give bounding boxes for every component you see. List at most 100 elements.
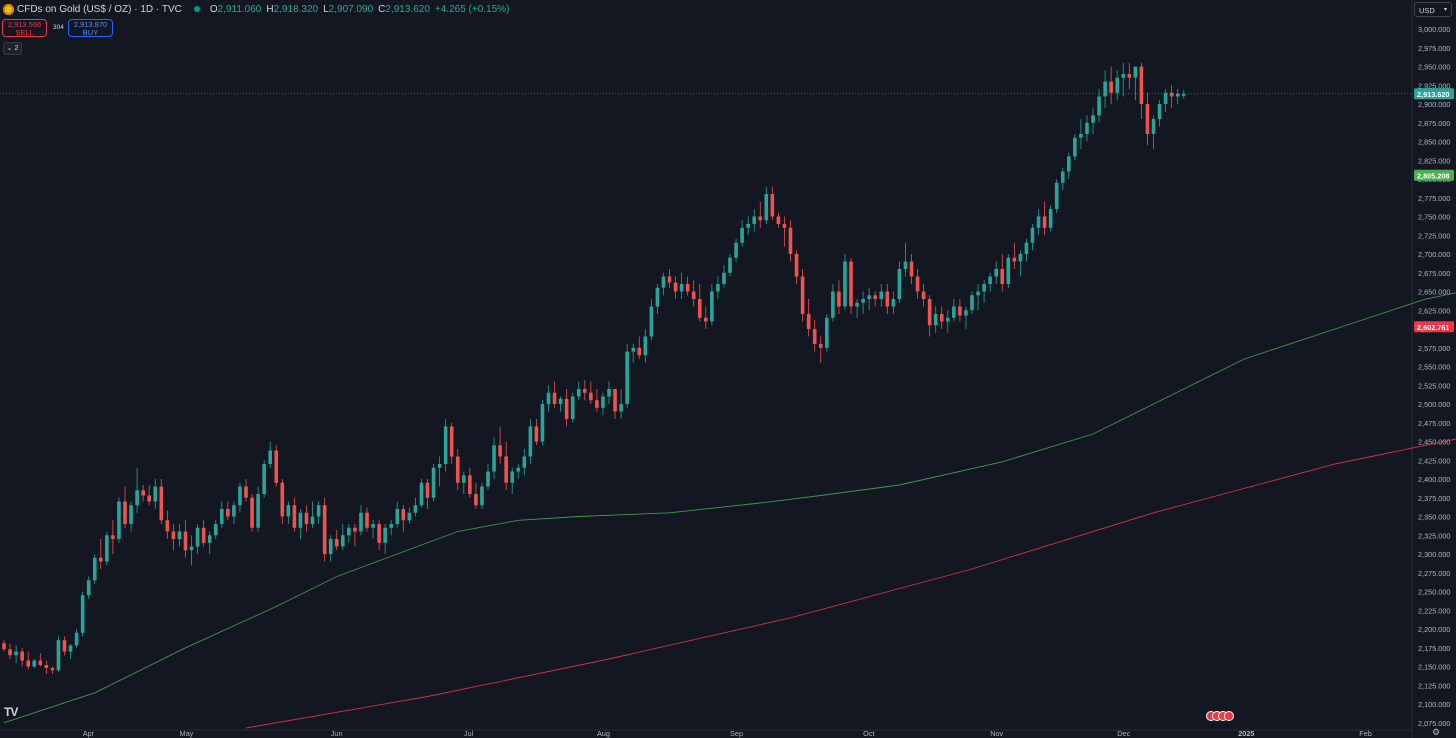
candle-body <box>359 512 363 532</box>
candle-body <box>988 276 992 284</box>
x-tick-label: Oct <box>863 729 874 738</box>
candle-body <box>431 467 436 498</box>
sell-price: 2,913.566 <box>7 20 42 29</box>
candle-body <box>564 398 569 419</box>
x-tick-label: 2025 <box>1238 729 1254 738</box>
settings-icon[interactable]: ⚙ <box>1432 727 1441 737</box>
chevron-down-icon: ▾ <box>1443 7 1447 13</box>
spread-value: 304 <box>53 24 64 31</box>
us-flag-event-icons[interactable] <box>1206 711 1234 721</box>
y-tick-label: 2,525.000 <box>1418 381 1450 390</box>
y-tick-label: 2,950.000 <box>1418 63 1450 72</box>
y-tick-label: 2,450.000 <box>1418 438 1450 447</box>
symbol-title[interactable]: CFDs on Gold (US$ / OZ) · 1D · TVC <box>17 3 182 15</box>
candle-body <box>583 389 587 393</box>
candle-body <box>758 216 763 221</box>
candle-body <box>492 445 496 472</box>
event-flag-icon[interactable] <box>1224 711 1234 721</box>
ma-slow-badge-bg <box>1414 321 1454 333</box>
candle-body <box>782 224 787 228</box>
last-price-badge-bg <box>1414 88 1454 100</box>
candle-body <box>238 486 242 506</box>
y-tick-label: 2,750.000 <box>1418 213 1450 222</box>
candle-body <box>56 640 61 671</box>
x-tick-label: Aug <box>597 729 610 738</box>
y-tick-label: 2,875.000 <box>1418 119 1450 128</box>
candle-body <box>734 242 738 258</box>
candle-body <box>1042 216 1047 228</box>
symbol-header: CFDs on Gold (US$ / OZ) · 1D · TVC O2,91… <box>0 0 509 18</box>
y-tick-label: 3,000.000 <box>1418 25 1450 34</box>
y-tick-label: 2,975.000 <box>1418 44 1450 53</box>
currency-select[interactable]: USD ▾ <box>1414 2 1452 17</box>
candle-body <box>952 306 956 318</box>
y-tick-label: 2,100.000 <box>1418 700 1450 709</box>
candle-body <box>1091 115 1095 123</box>
buy-price: 2,913.870 <box>73 20 108 29</box>
candle-body <box>268 450 272 464</box>
candle-body <box>909 261 914 277</box>
candle-body <box>504 456 508 483</box>
candle-body <box>855 302 859 307</box>
candle-body <box>746 224 750 228</box>
candle-body <box>1030 227 1035 243</box>
candle-body <box>794 254 799 277</box>
candle-body <box>443 426 448 464</box>
candle-body <box>1139 66 1144 104</box>
y-tick-label: 2,175.000 <box>1418 644 1450 653</box>
candle-body <box>576 389 581 397</box>
candle-body <box>849 261 853 307</box>
y-tick-label: 2,400.000 <box>1418 475 1450 484</box>
candle-body <box>818 344 823 348</box>
candle-body <box>885 291 890 307</box>
candle-body <box>334 539 339 547</box>
candle-body <box>99 557 103 562</box>
candle-body <box>788 227 793 254</box>
candle-body <box>722 272 726 284</box>
y-tick-label: 2,625.000 <box>1418 306 1450 315</box>
candle-body <box>486 471 490 487</box>
candle-body <box>1163 92 1168 104</box>
close-value: 2,913.620 <box>385 3 430 15</box>
last-price-badge: 2,913.620 <box>1417 90 1449 99</box>
candle-body <box>1151 119 1156 134</box>
candle-body <box>921 291 926 299</box>
candle-body <box>927 299 932 326</box>
candle-body <box>867 295 871 299</box>
candle-body <box>655 287 660 307</box>
candle-body <box>1048 209 1053 228</box>
candle-body <box>165 520 170 532</box>
candle-body <box>994 269 998 277</box>
candle-body <box>117 501 121 539</box>
candle-body <box>468 475 472 494</box>
y-tick-label: 2,425.000 <box>1418 456 1450 465</box>
buy-button[interactable]: 2,913.870 BUY <box>68 19 113 37</box>
candle-body <box>540 404 545 442</box>
candle-body <box>879 291 884 299</box>
x-tick-label: Apr <box>83 729 95 738</box>
tradingview-logo-icon[interactable]: TV <box>4 705 18 719</box>
buy-label: BUY <box>82 28 99 37</box>
x-tick-label: Nov <box>990 729 1003 738</box>
candle-body <box>625 351 629 404</box>
gold-coin-icon <box>3 3 14 15</box>
indicators-collapse-button[interactable]: ⌄ 2 <box>3 42 22 55</box>
x-tick-label: Sep <box>730 729 743 738</box>
y-tick-label: 2,725.000 <box>1418 231 1450 240</box>
candle-body <box>1181 93 1186 96</box>
candle-body <box>891 299 896 307</box>
sell-button[interactable]: 2,913.566 SELL <box>2 19 47 37</box>
candle-body <box>939 314 944 322</box>
candle-body <box>976 291 980 296</box>
candle-body <box>837 291 841 307</box>
x-tick-label: Feb <box>1359 729 1372 738</box>
candle-body <box>389 524 393 528</box>
candle-body <box>298 512 303 528</box>
ohlc-values: O2,911.060 H2,918.320 L2,907.090 C2,913.620 <box>209 3 430 15</box>
candle-body <box>171 531 176 539</box>
candle-body <box>1145 104 1150 134</box>
candle-body <box>232 505 236 517</box>
y-tick-label: 2,775.000 <box>1418 194 1450 203</box>
candle-body <box>8 649 12 656</box>
